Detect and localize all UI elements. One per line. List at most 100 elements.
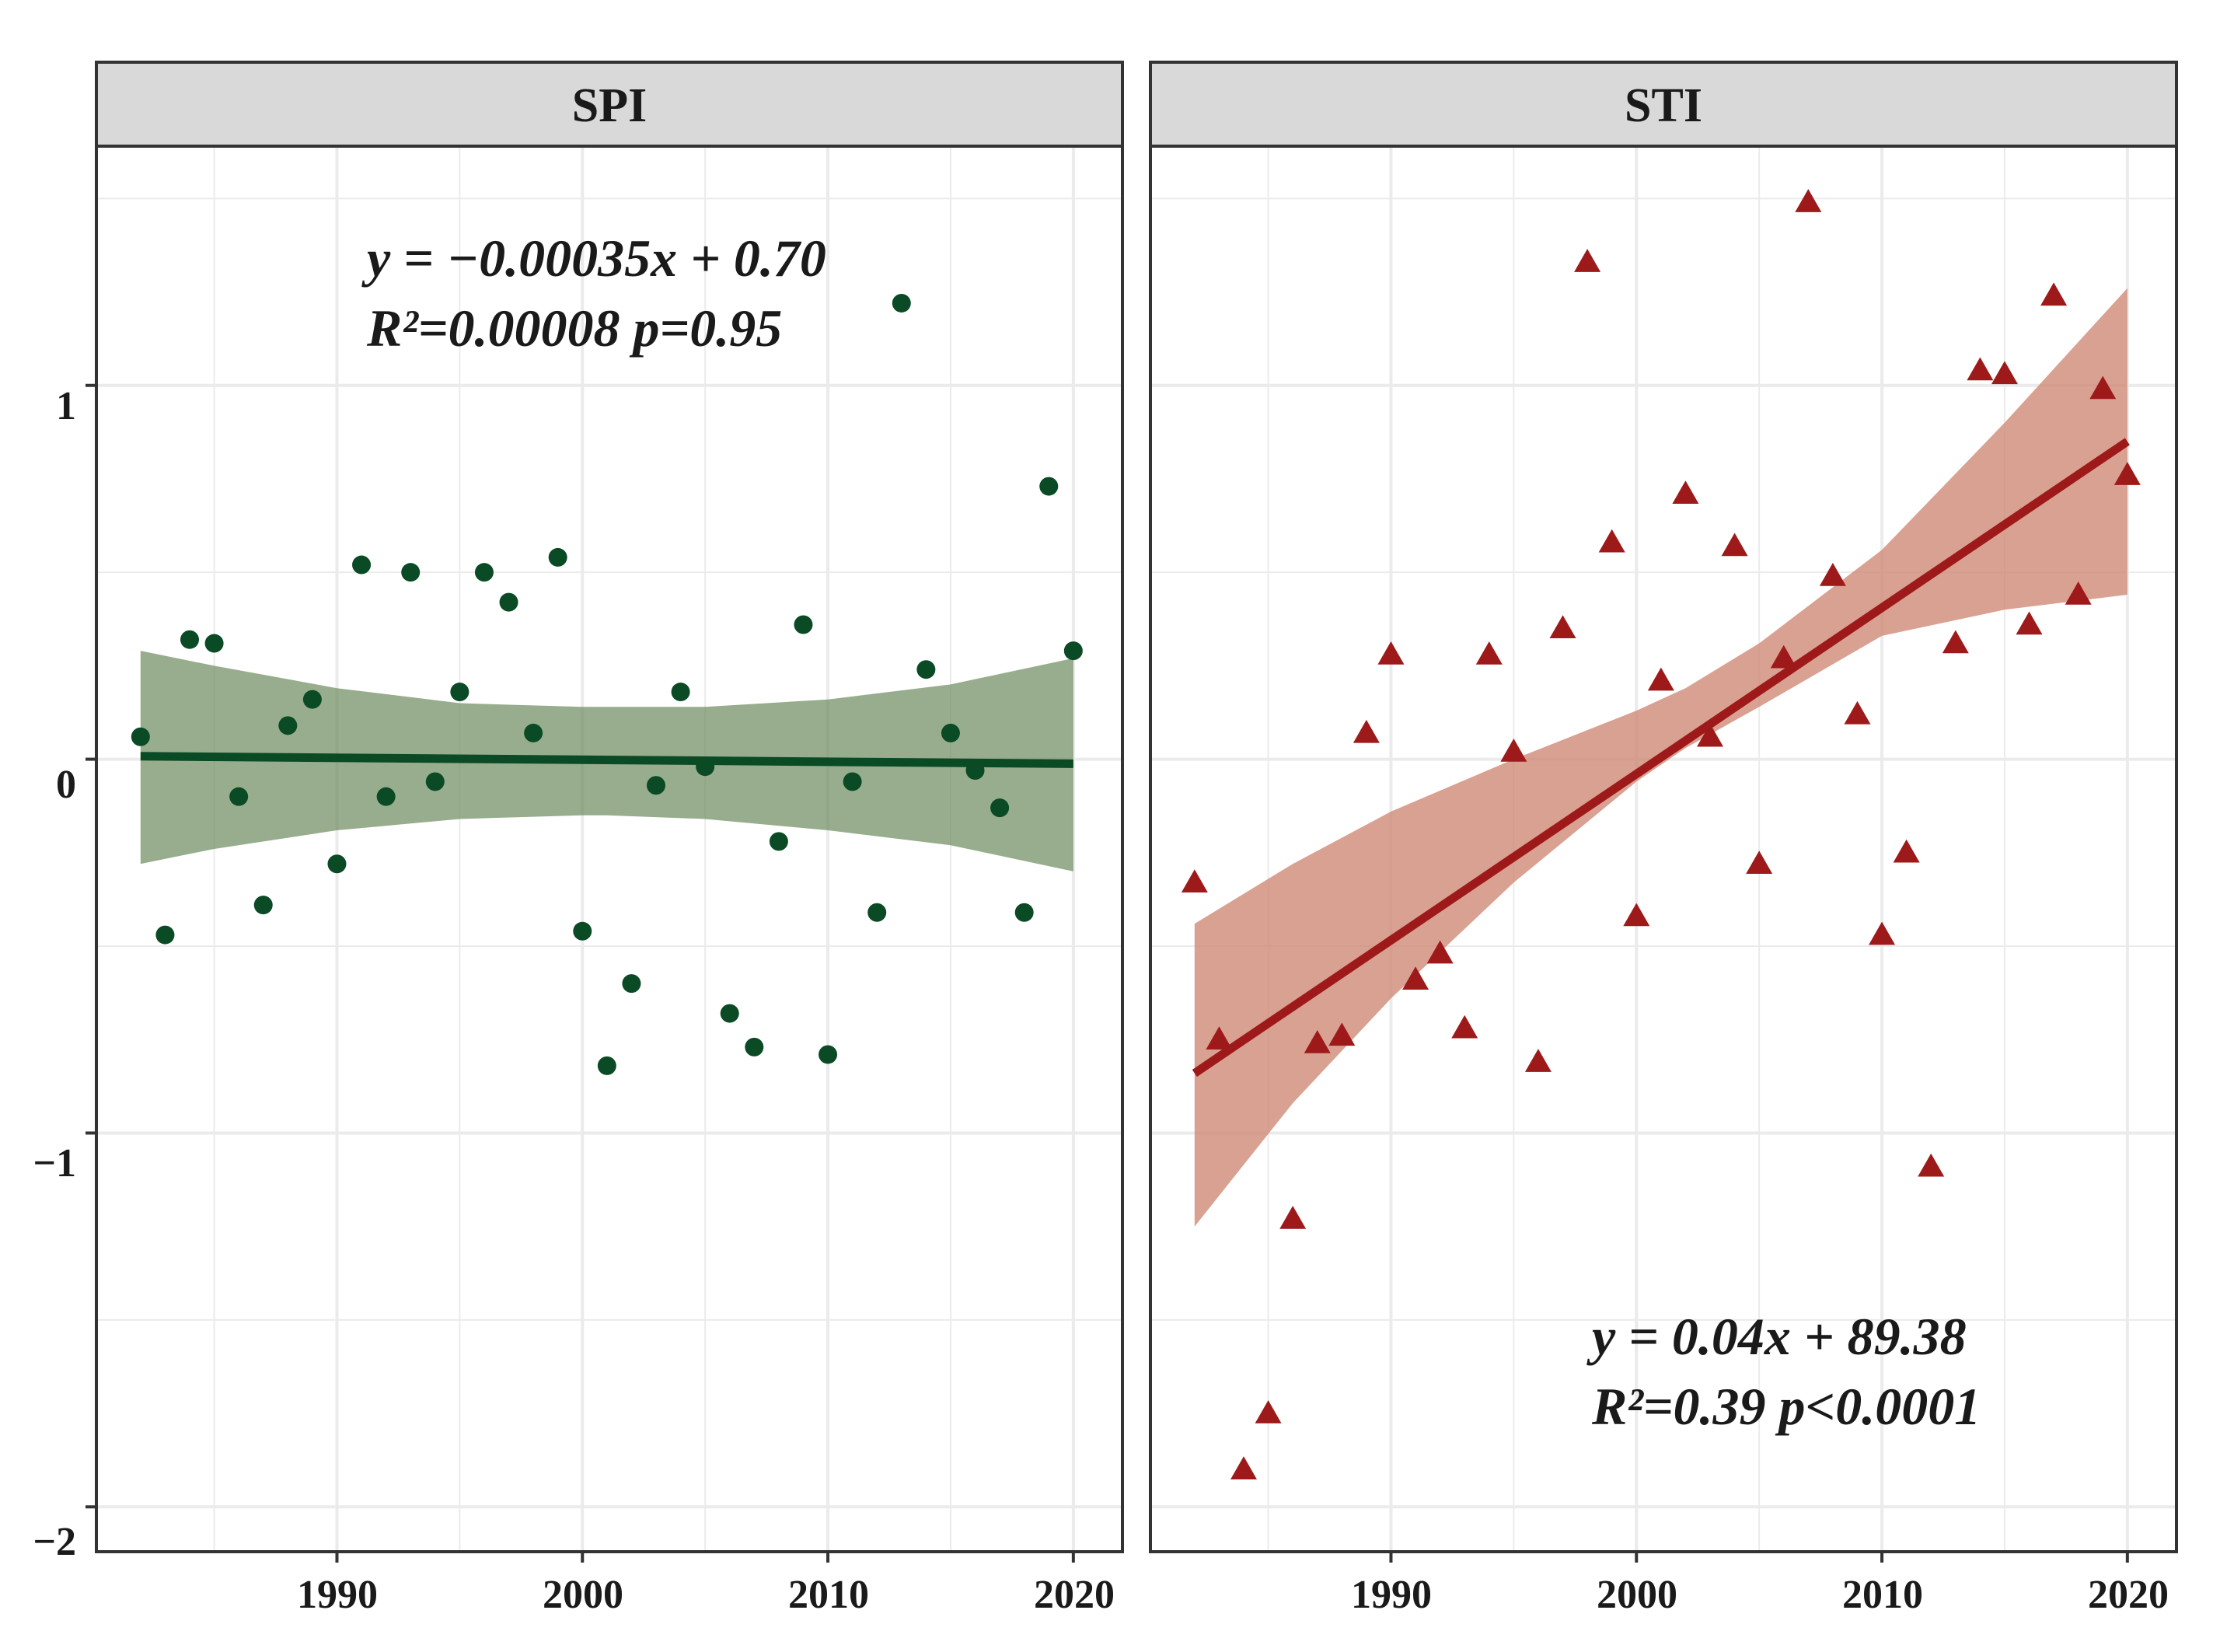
sti-x-tick-label-2000: 2000 xyxy=(1597,1573,1677,1617)
sti-point-2013 xyxy=(1942,630,1969,654)
sti-point-1990 xyxy=(1377,641,1405,665)
sti-point-2000 xyxy=(1623,903,1650,927)
spi-point-1994 xyxy=(425,772,445,791)
spi-data-points xyxy=(131,293,1083,1075)
sti-point-1994 xyxy=(1475,641,1503,665)
spi-x-tick-label-1990: 1990 xyxy=(297,1573,378,1617)
sti-point-1998 xyxy=(1574,249,1601,272)
spi-point-2018 xyxy=(1014,903,1034,922)
spi-point-1984 xyxy=(180,630,199,649)
sti-point-2012 xyxy=(1918,1153,1945,1177)
spi-point-1983 xyxy=(155,925,175,945)
spi-strip-label: SPI xyxy=(572,79,647,132)
spi-point-2005 xyxy=(696,757,715,777)
spi-y-axis: −2 −1 0 1 xyxy=(33,383,96,1564)
spi-point-1992 xyxy=(376,787,396,806)
sti-regression-stats: R²=0.39 p<0.0001 xyxy=(1591,1377,1981,1436)
sti-point-2004 xyxy=(1721,533,1748,557)
sti-point-2018 xyxy=(2065,582,2092,605)
spi-point-1999 xyxy=(548,547,567,567)
spi-point-1986 xyxy=(229,787,249,806)
spi-fit-line xyxy=(140,752,1073,768)
spi-plot-background xyxy=(96,146,1122,1552)
y-tick-label-0: 0 xyxy=(56,763,76,807)
spi-point-2006 xyxy=(720,1004,739,1023)
spi-point-1987 xyxy=(253,896,273,915)
spi-point-1985 xyxy=(204,634,224,653)
spi-point-2001 xyxy=(597,1056,616,1075)
sti-point-2002 xyxy=(1672,480,1699,504)
sti-x-tick-label-2010: 2010 xyxy=(1842,1573,1923,1617)
spi-regression-equation: y = −0.00035x + 0.70 xyxy=(361,229,826,288)
spi-x-tick-label-2010: 2010 xyxy=(788,1573,869,1617)
sti-point-1999 xyxy=(1598,529,1625,553)
sti-regression-equation: y = 0.04x + 89.38 xyxy=(1586,1307,1967,1366)
spi-point-2007 xyxy=(745,1037,764,1057)
sti-point-1995 xyxy=(1500,738,1527,762)
spi-point-1982 xyxy=(131,727,150,746)
y-tick-label-minus2: −2 xyxy=(33,1520,76,1564)
spi-point-2002 xyxy=(622,974,641,994)
sti-point-2017 xyxy=(2040,282,2068,306)
sti-point-2016 xyxy=(2016,611,2043,635)
sti-point-2009 xyxy=(1844,700,1871,725)
spi-point-1990 xyxy=(327,854,347,874)
sti-panel: STI y = 0.04x + 89.38 R²=0.39 p<0.0001 1… xyxy=(1149,61,2178,1617)
spi-point-1995 xyxy=(450,683,469,702)
spi-point-2008 xyxy=(769,832,788,851)
spi-point-2012 xyxy=(867,903,887,922)
sti-point-1984 xyxy=(1230,1456,1257,1479)
spi-panel: SPI y = −0.00035x + 0.70 R²=0.00008 p=0.… xyxy=(33,61,1124,1617)
sti-point-1988 xyxy=(1328,1022,1356,1046)
sti-point-1985 xyxy=(1255,1400,1282,1423)
y-tick-label-1: 1 xyxy=(56,384,76,428)
spi-point-2016 xyxy=(965,761,985,781)
sti-x-axis: 1990 2000 2010 2020 xyxy=(1351,1552,2169,1617)
spi-point-1989 xyxy=(302,690,322,709)
sti-point-2020 xyxy=(2114,462,2141,485)
spi-point-2004 xyxy=(671,683,690,702)
sti-point-1989 xyxy=(1353,719,1380,743)
sti-point-2001 xyxy=(1647,667,1674,691)
sti-data-points xyxy=(1181,189,2141,1479)
sti-point-2005 xyxy=(1746,850,1773,874)
sti-point-1983 xyxy=(1206,1026,1233,1050)
spi-point-2011 xyxy=(843,772,862,791)
sti-point-1991 xyxy=(1402,966,1429,990)
spi-x-axis: 1990 2000 2010 2020 xyxy=(297,1552,1115,1617)
sti-x-tick-marks xyxy=(1389,1552,2129,1563)
sti-point-1982 xyxy=(1181,869,1208,893)
spi-point-2003 xyxy=(647,776,665,795)
spi-gridlines xyxy=(96,146,1122,1552)
spi-point-1991 xyxy=(352,555,372,575)
spi-strip xyxy=(95,61,1124,148)
sti-point-2003 xyxy=(1697,723,1723,747)
spi-point-2013 xyxy=(892,293,911,313)
sti-point-2007 xyxy=(1795,189,1822,212)
sti-x-tick-label-1990: 1990 xyxy=(1351,1573,1432,1617)
spi-x-tick-label-2020: 2020 xyxy=(1034,1573,1115,1617)
spi-point-1988 xyxy=(278,716,298,735)
spi-point-1996 xyxy=(474,563,494,582)
sti-x-tick-label-2020: 2020 xyxy=(2088,1573,2169,1617)
spi-regression-stats: R²=0.00008 p=0.95 xyxy=(366,299,782,358)
spi-point-2010 xyxy=(819,1045,838,1064)
sti-point-1987 xyxy=(1304,1030,1331,1053)
spi-point-2017 xyxy=(990,798,1010,818)
spi-point-1997 xyxy=(499,592,518,612)
spi-y-tick-marks xyxy=(86,383,96,1509)
sti-point-1992 xyxy=(1426,940,1454,964)
spi-point-2015 xyxy=(941,723,960,742)
y-tick-label-minus1: −1 xyxy=(33,1141,76,1186)
spi-point-2000 xyxy=(573,921,592,941)
sti-fit-line xyxy=(1192,438,2130,1077)
sti-point-2011 xyxy=(1893,839,1920,863)
spi-point-2009 xyxy=(794,615,813,634)
sti-point-2015 xyxy=(1991,361,2018,385)
sti-strip xyxy=(1149,61,2178,148)
sti-point-1993 xyxy=(1451,1015,1478,1039)
spi-point-1993 xyxy=(401,563,421,582)
spi-x-tick-marks xyxy=(335,1552,1075,1563)
sti-point-2014 xyxy=(1967,357,1994,381)
sti-point-1997 xyxy=(1549,615,1576,639)
